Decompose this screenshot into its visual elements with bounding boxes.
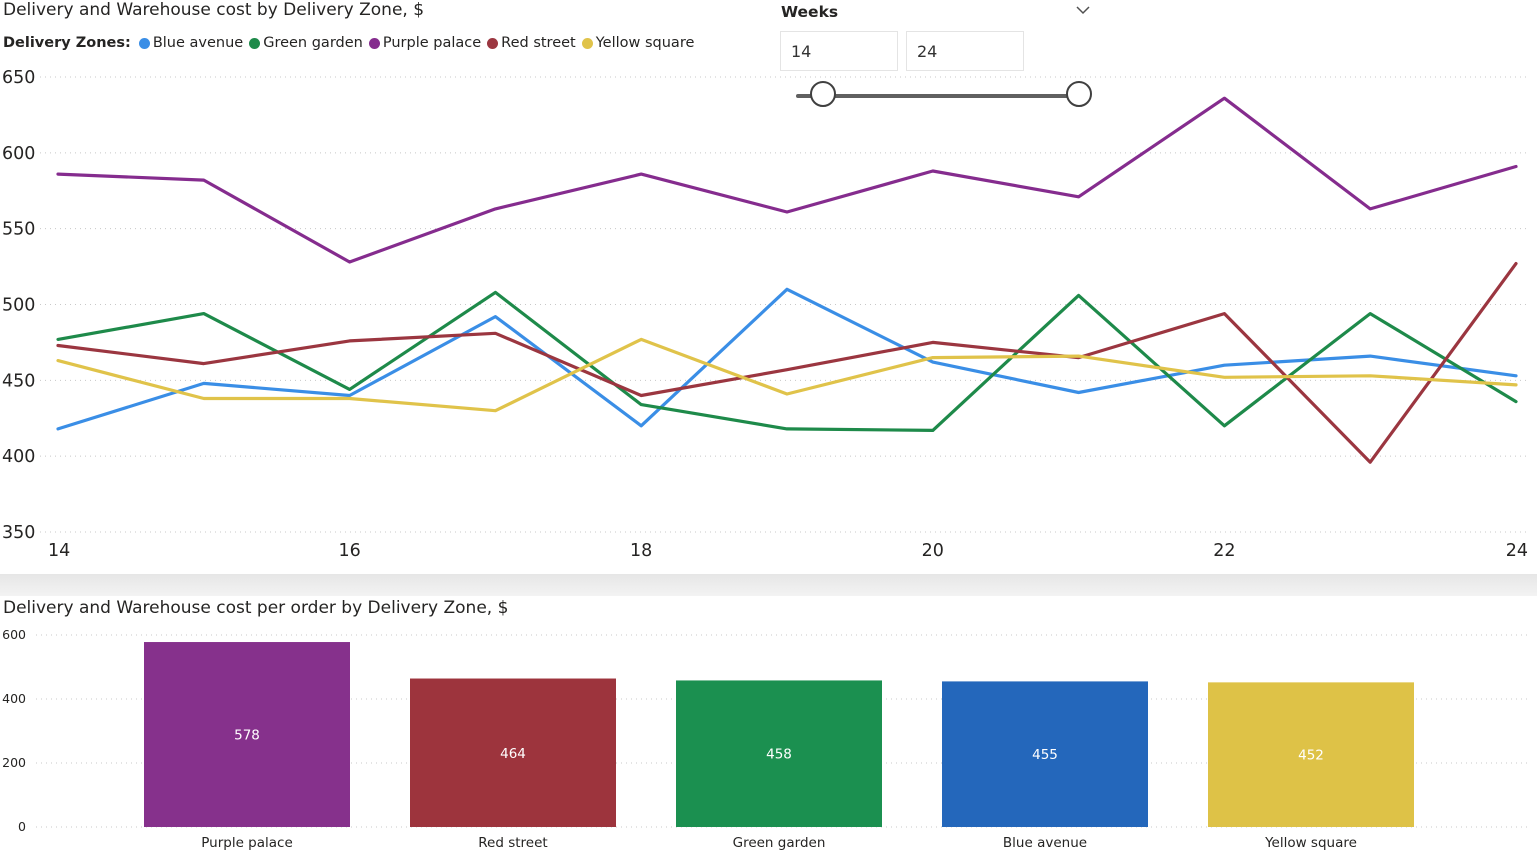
line-chart-legend: Delivery Zones: Blue avenue Green garden P… <box>3 35 700 51</box>
x-tick-label: 14 <box>48 541 70 561</box>
bar-chart: 0 200 400 600 578 Purple palace 464 Red street 4… <box>2 627 1530 851</box>
y-tick-label: 650 <box>2 68 35 88</box>
x-category-label: Yellow square <box>1264 835 1357 851</box>
series-line-purple-palace[interactable] <box>56 96 1518 264</box>
y-tick-label: 200 <box>2 755 26 770</box>
slider-track[interactable] <box>796 94 1080 98</box>
y-tick-label: 600 <box>2 144 35 164</box>
y-tick-label: 0 <box>18 819 26 834</box>
bar-data-label: 452 <box>1298 748 1324 764</box>
bar-purple-palace[interactable] <box>144 642 350 827</box>
y-tick-label: 600 <box>2 627 26 642</box>
legend-item-red-street[interactable]: Red street <box>487 35 576 51</box>
y-tick-label: 400 <box>2 447 35 467</box>
series-line-green-garden[interactable] <box>56 290 1518 432</box>
legend-marker <box>368 37 380 49</box>
bar-chart-panel: Delivery and Warehouse cost per order by… <box>0 596 1537 867</box>
x-tick-label: 20 <box>922 541 944 561</box>
x-tick-label: 16 <box>338 541 360 561</box>
legend-items: Blue avenue Green garden Purple palace Red … <box>138 35 701 51</box>
line-chart-panel: Delivery and Warehouse cost by Delivery … <box>2 0 1530 561</box>
line-chart: 350 400 450 500 550 600 650 14 16 18 20 22 24 <box>2 68 1530 561</box>
legend-item-yellow-square[interactable]: Yellow square <box>581 35 695 51</box>
x-tick-label: 22 <box>1213 541 1235 561</box>
bar-red-street[interactable] <box>410 678 616 827</box>
bar-chart-title: Delivery and Warehouse cost per order by… <box>3 598 509 618</box>
x-tick-label: 24 <box>1506 541 1528 561</box>
week-max-input[interactable]: 24 <box>906 31 1024 71</box>
legend-label: Blue avenue <box>152 35 244 51</box>
legend-item-purple-palace[interactable]: Purple palace <box>368 35 482 51</box>
legend-label: Yellow square <box>595 35 695 51</box>
y-tick-label: 500 <box>2 296 35 316</box>
x-category-label: Blue avenue <box>1003 835 1087 851</box>
bar-green-garden[interactable] <box>676 680 882 827</box>
chevron-down-icon[interactable] <box>1075 4 1091 16</box>
bar-data-label: 455 <box>1032 747 1058 763</box>
slicer-title: Weeks <box>781 3 839 21</box>
y-tick-label: 400 <box>2 691 26 706</box>
legend-item-green-garden[interactable]: Green garden <box>249 35 363 51</box>
x-category-label: Purple palace <box>201 835 293 851</box>
y-tick-label: 350 <box>2 523 35 543</box>
legend-item-blue-avenue[interactable]: Blue avenue <box>138 35 244 51</box>
x-tick-label: 18 <box>630 541 652 561</box>
slider-handle-min[interactable] <box>810 81 836 107</box>
series-line-blue-avenue[interactable] <box>56 287 1518 431</box>
legend-title: Delivery Zones: <box>3 35 131 51</box>
series-line-yellow-square[interactable] <box>56 337 1518 413</box>
bar-blue-avenue[interactable] <box>942 681 1148 827</box>
series-line-red-street[interactable] <box>56 262 1518 464</box>
legend-marker <box>138 37 150 49</box>
legend-label: Green garden <box>263 35 363 51</box>
y-tick-label: 450 <box>2 371 35 391</box>
x-category-label: Red street <box>478 835 547 851</box>
x-category-label: Green garden <box>733 835 826 851</box>
bar-data-label: 458 <box>766 747 792 763</box>
y-tick-label: 550 <box>2 220 35 240</box>
bar-data-label: 464 <box>500 746 526 762</box>
bar-yellow-square[interactable] <box>1208 682 1414 827</box>
legend-marker <box>249 37 261 49</box>
week-min-input[interactable]: 14 <box>780 31 898 71</box>
panel-divider <box>0 574 1537 596</box>
legend-marker <box>581 37 593 49</box>
slider-handle-max[interactable] <box>1066 81 1092 107</box>
legend-marker <box>487 37 499 49</box>
weeks-slicer: Weeks 14 24 <box>780 0 1100 120</box>
line-chart-title: Delivery and Warehouse cost by Delivery … <box>3 0 425 20</box>
legend-label: Red street <box>501 35 576 51</box>
bar-data-label: 578 <box>234 728 260 744</box>
legend-label: Purple palace <box>382 35 482 51</box>
